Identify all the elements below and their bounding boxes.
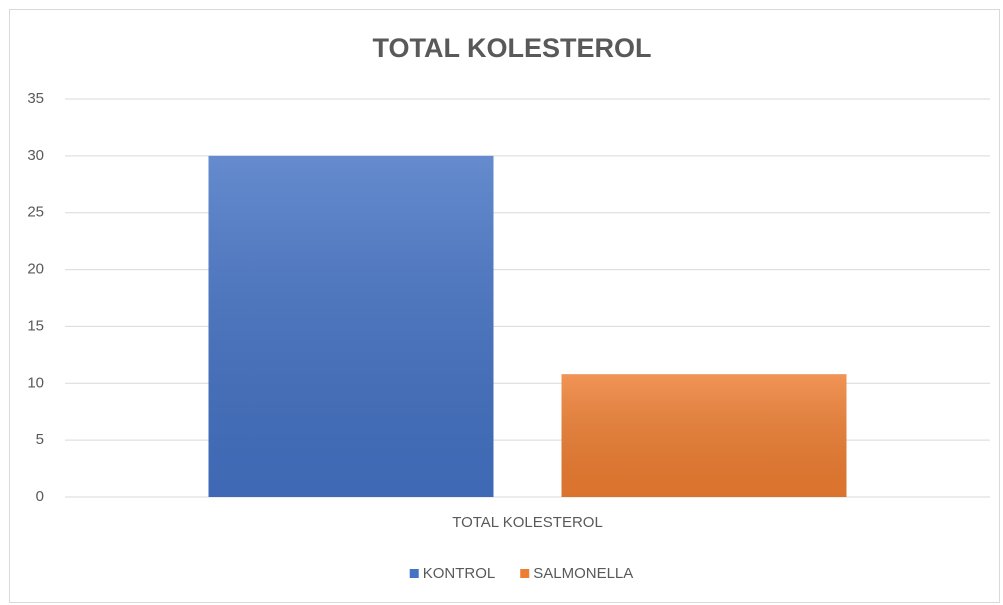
y-tick-label: 30 [27, 147, 44, 164]
bar [208, 155, 494, 497]
chart-title: TOTAL KOLESTEROL [372, 33, 651, 63]
legend-label: KONTROL [423, 565, 496, 582]
y-tick-label: 15 [27, 317, 44, 334]
y-tick-label: 0 [36, 488, 44, 505]
y-tick-label: 25 [27, 204, 44, 221]
y-tick-label: 5 [36, 431, 44, 448]
y-tick-label: 10 [27, 374, 44, 391]
legend-swatch [409, 569, 419, 578]
legend-swatch [520, 569, 530, 578]
y-tick-label: 20 [27, 261, 44, 278]
x-tick-label: TOTAL KOLESTEROL [452, 514, 603, 531]
legend-label: SALMONELLA [533, 565, 633, 582]
bar [561, 374, 847, 497]
chart-border [9, 9, 1000, 603]
y-tick-label: 35 [27, 90, 44, 107]
